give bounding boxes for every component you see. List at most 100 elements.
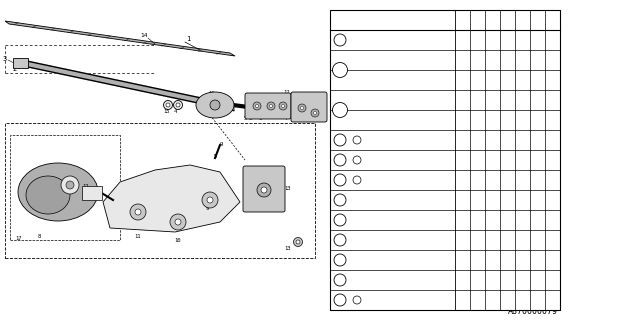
- Text: *: *: [519, 95, 526, 105]
- Text: 86542: 86542: [353, 36, 378, 44]
- Text: *: *: [534, 35, 541, 45]
- Text: 4: 4: [338, 137, 342, 143]
- Text: *: *: [549, 175, 556, 185]
- Bar: [330, 10, 560, 310]
- Circle shape: [255, 105, 259, 108]
- Bar: [82, 186, 102, 200]
- Circle shape: [130, 204, 146, 220]
- Circle shape: [253, 102, 261, 110]
- Text: *: *: [489, 135, 496, 145]
- Text: 5: 5: [460, 21, 465, 28]
- Text: *: *: [549, 295, 556, 305]
- Text: A870000079: A870000079: [508, 307, 558, 316]
- Text: 86532B: 86532B: [353, 55, 383, 65]
- Ellipse shape: [196, 92, 234, 118]
- Text: *: *: [519, 215, 526, 225]
- Text: 2: 2: [12, 66, 16, 72]
- Text: *: *: [489, 275, 496, 285]
- Text: 15: 15: [163, 109, 170, 114]
- Circle shape: [334, 294, 346, 306]
- Text: *: *: [549, 35, 556, 45]
- Text: *: *: [459, 235, 466, 245]
- Circle shape: [334, 154, 346, 166]
- Text: 11: 11: [336, 277, 344, 283]
- Text: 9: 9: [206, 206, 209, 211]
- Text: *: *: [474, 155, 481, 165]
- Text: S: S: [355, 178, 358, 182]
- Circle shape: [282, 105, 285, 108]
- Text: *: *: [474, 275, 481, 285]
- Text: 9: 9: [220, 142, 223, 147]
- Text: 16: 16: [208, 91, 214, 96]
- Circle shape: [333, 62, 348, 77]
- Text: *: *: [459, 175, 466, 185]
- Circle shape: [296, 240, 300, 244]
- Circle shape: [334, 194, 346, 206]
- Text: 86584: 86584: [353, 95, 378, 105]
- Text: 4: 4: [174, 109, 177, 114]
- Text: *: *: [474, 35, 481, 45]
- Text: 10: 10: [336, 257, 344, 263]
- Text: 10: 10: [174, 238, 180, 243]
- Text: 12: 12: [283, 90, 289, 95]
- Text: *: *: [534, 175, 541, 185]
- Text: *: *: [534, 235, 541, 245]
- Text: 8: 8: [338, 217, 342, 223]
- Text: 3: 3: [338, 107, 342, 113]
- Circle shape: [279, 102, 287, 110]
- Text: 7: 7: [285, 116, 288, 121]
- Text: *: *: [549, 75, 556, 85]
- Text: 86528: 86528: [353, 196, 378, 204]
- Text: 18: 18: [315, 116, 321, 121]
- FancyBboxPatch shape: [291, 92, 327, 122]
- Text: 5: 5: [338, 157, 342, 163]
- Text: *: *: [459, 215, 466, 225]
- Text: *: *: [534, 255, 541, 265]
- Circle shape: [301, 107, 303, 109]
- Polygon shape: [103, 165, 240, 232]
- Text: 8: 8: [520, 13, 525, 19]
- Text: *: *: [474, 75, 481, 85]
- Text: *: *: [549, 155, 556, 165]
- Text: *: *: [504, 275, 511, 285]
- Circle shape: [334, 174, 346, 186]
- Polygon shape: [5, 21, 235, 56]
- Circle shape: [210, 100, 220, 110]
- Text: *: *: [549, 135, 556, 145]
- Text: *: *: [474, 215, 481, 225]
- Circle shape: [311, 109, 319, 117]
- Text: 86527: 86527: [353, 255, 378, 265]
- Text: 9: 9: [520, 21, 525, 28]
- Text: *: *: [534, 155, 541, 165]
- Text: 5: 5: [244, 116, 247, 121]
- Text: *: *: [474, 195, 481, 205]
- Text: 13: 13: [284, 186, 291, 191]
- Text: 6: 6: [338, 177, 342, 183]
- Circle shape: [353, 296, 361, 304]
- Text: 8: 8: [506, 21, 509, 28]
- Circle shape: [353, 176, 361, 184]
- Text: *: *: [504, 295, 511, 305]
- Text: *: *: [549, 255, 556, 265]
- Text: 1: 1: [186, 36, 190, 42]
- Text: *: *: [489, 95, 496, 105]
- Circle shape: [334, 34, 346, 46]
- Text: *: *: [549, 195, 556, 205]
- Circle shape: [353, 136, 361, 144]
- Text: *: *: [489, 35, 496, 45]
- Text: *: *: [459, 135, 466, 145]
- Circle shape: [267, 102, 275, 110]
- Text: *: *: [504, 215, 511, 225]
- Text: 7: 7: [338, 197, 342, 203]
- Text: *: *: [504, 155, 511, 165]
- Text: 86511: 86511: [353, 215, 378, 225]
- Text: *: *: [489, 75, 496, 85]
- Text: 043106300(2): 043106300(2): [362, 175, 422, 185]
- Text: N: N: [355, 157, 358, 163]
- Text: 11: 11: [134, 234, 141, 239]
- Text: 022710000(1): 022710000(1): [362, 156, 422, 164]
- Circle shape: [298, 104, 306, 112]
- Text: N: N: [355, 138, 358, 142]
- Text: *: *: [519, 275, 526, 285]
- Text: *: *: [504, 255, 511, 265]
